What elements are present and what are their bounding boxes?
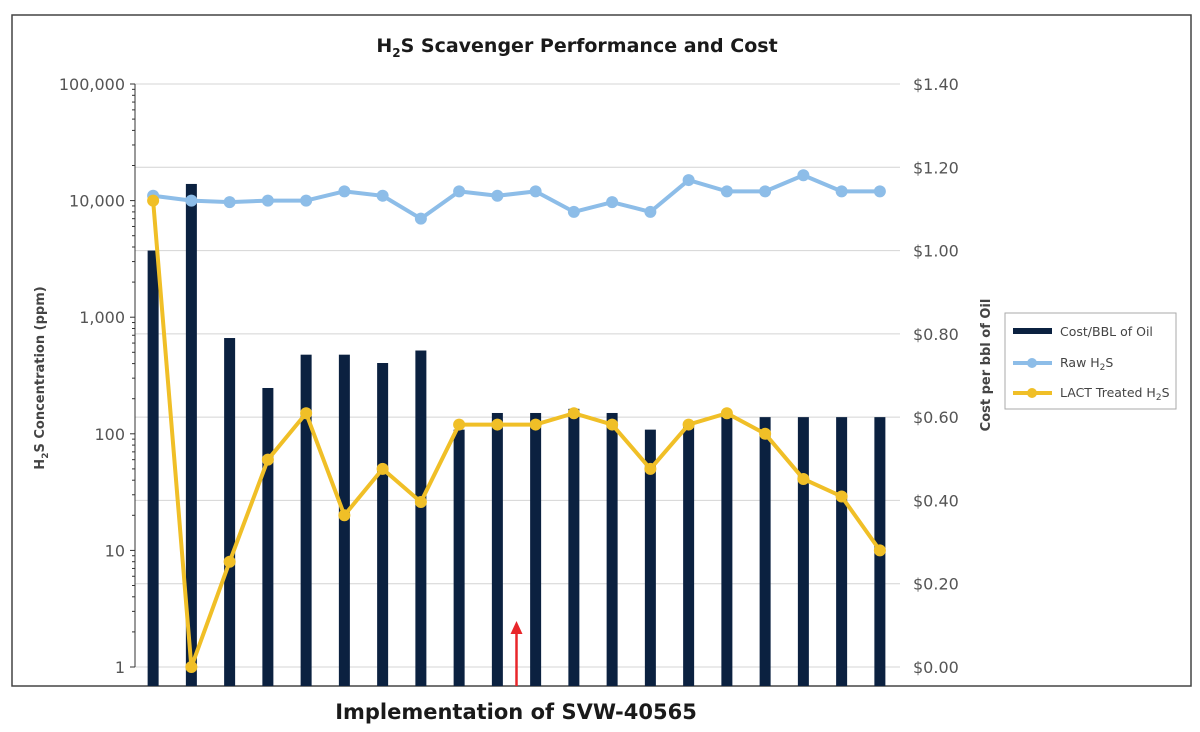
bar-cost: [530, 412, 542, 686]
raw-h2s-point: [682, 174, 695, 187]
y-left-tick-label: 10: [105, 541, 125, 560]
bar-cost: [415, 350, 427, 686]
bar-cost: [721, 412, 733, 686]
treated-h2s-point: [147, 194, 160, 207]
chart-frame: [11, 14, 1192, 687]
raw-h2s-point: [338, 185, 351, 198]
y-right-tick-label: $0.80: [913, 325, 959, 344]
treated-h2s-point: [759, 427, 772, 440]
raw-h2s-point: [376, 189, 389, 202]
bar-cost: [568, 408, 580, 686]
legend-item-raw: Raw H2S: [1013, 355, 1113, 373]
raw-h2s-point: [300, 194, 313, 207]
bar-cost: [836, 417, 848, 686]
bar-cost: [262, 387, 274, 686]
raw-h2s-point: [185, 194, 198, 207]
bar-cost: [606, 412, 618, 686]
left-axis: 1 10 100 1,000 10,000 100,000: [59, 75, 136, 677]
treated-h2s-point: [567, 407, 580, 420]
legend-item-cost: Cost/BBL of Oil: [1013, 324, 1153, 339]
bar-cost: [185, 183, 197, 686]
y-right-tick-label: $0.60: [913, 408, 959, 427]
annotation-arrow-head: [510, 621, 523, 634]
treated-h2s-point: [835, 490, 848, 503]
chart-title: H2S Scavenger Performance and Cost: [376, 35, 777, 60]
treated-h2s-point: [491, 418, 504, 431]
treated-h2s-point: [185, 661, 198, 673]
treated-h2s-point: [797, 472, 810, 485]
bar-cost: [797, 417, 809, 686]
y-right-tick-label: $0.40: [913, 491, 959, 510]
raw-h2s-point: [835, 185, 848, 198]
treated-h2s-point: [606, 418, 619, 431]
treated-h2s-point: [529, 418, 542, 431]
y-left-tick-label: 10,000: [69, 192, 125, 211]
treated-h2s-point: [300, 407, 313, 420]
y-left-tick-label: 100,000: [59, 75, 125, 94]
legend-swatch-treated-marker: [1027, 388, 1037, 398]
legend: Cost/BBL of Oil Raw H2S LACT Treated H2S: [1004, 312, 1177, 410]
treated-h2s-point: [644, 462, 657, 475]
legend-swatch-raw-marker: [1027, 358, 1037, 368]
annotation-text: Implementation of SVW-40565: [335, 700, 697, 724]
legend-label-treated: LACT Treated H2S: [1060, 385, 1170, 403]
treated-h2s-point: [873, 544, 886, 557]
y-right-tick-label: $1.20: [913, 158, 959, 177]
y-right-tick-label: $1.00: [913, 242, 959, 261]
bar-cost: [377, 363, 389, 686]
implementation-annotation: Implementation of SVW-40565: [335, 621, 697, 724]
bar-cost: [453, 429, 465, 686]
y-right-axis-title: Cost per bbl of Oil: [979, 299, 994, 432]
raw-h2s-point: [491, 189, 504, 202]
raw-h2s-point: [261, 194, 274, 207]
bar-cost: [759, 417, 771, 686]
y-left-tick-label: 1,000: [79, 308, 125, 327]
raw-h2s-point: [414, 212, 427, 225]
treated-h2s-point: [261, 453, 274, 466]
raw-h2s-point: [223, 196, 236, 209]
treated-h2s-line: [151, 200, 882, 669]
treated-h2s-point: [376, 462, 389, 475]
line-raw-h2s: [147, 169, 886, 225]
y-left-axis-title: H2S Concentration (ppm): [33, 286, 51, 469]
y-left-tick-label: 1: [115, 658, 125, 677]
raw-h2s-point: [606, 196, 619, 209]
y-left-tick-label: 100: [94, 425, 125, 444]
treated-h2s-point: [338, 509, 351, 522]
bar-cost: [644, 429, 656, 686]
bar-cost: [224, 338, 236, 686]
y-right-tick-label: $1.40: [913, 75, 959, 94]
raw-h2s-point: [720, 185, 733, 198]
raw-h2s-point: [644, 205, 657, 218]
legend-label-cost: Cost/BBL of Oil: [1060, 324, 1153, 339]
raw-h2s-point: [453, 185, 466, 198]
raw-h2s-line: [152, 173, 880, 221]
treated-h2s-point: [720, 407, 733, 420]
legend-swatch-cost: [1013, 328, 1052, 334]
raw-h2s-point: [797, 169, 810, 182]
treated-h2s-point: [223, 555, 236, 568]
bar-cost: [147, 250, 159, 687]
treated-h2s-point: [453, 418, 466, 431]
bar-cost: [683, 425, 695, 686]
y-right-tick-label: $0.20: [913, 575, 959, 594]
raw-h2s-point: [567, 205, 580, 218]
raw-h2s-point: [759, 185, 772, 198]
legend-item-treated: LACT Treated H2S: [1013, 385, 1170, 403]
raw-h2s-point: [873, 185, 886, 198]
right-axis: $0.00 $0.20 $0.40 $0.60 $0.80 $1.00 $1.20 $1.40: [913, 75, 959, 677]
y-right-tick-label: $0.00: [913, 658, 959, 677]
legend-label-raw: Raw H2S: [1060, 355, 1113, 373]
treated-h2s-point: [414, 496, 427, 509]
bar-cost: [300, 354, 312, 686]
bar-cost: [491, 412, 503, 686]
raw-h2s-point: [529, 185, 542, 198]
treated-h2s-point: [682, 418, 695, 431]
line-treated-h2s: [147, 194, 886, 673]
